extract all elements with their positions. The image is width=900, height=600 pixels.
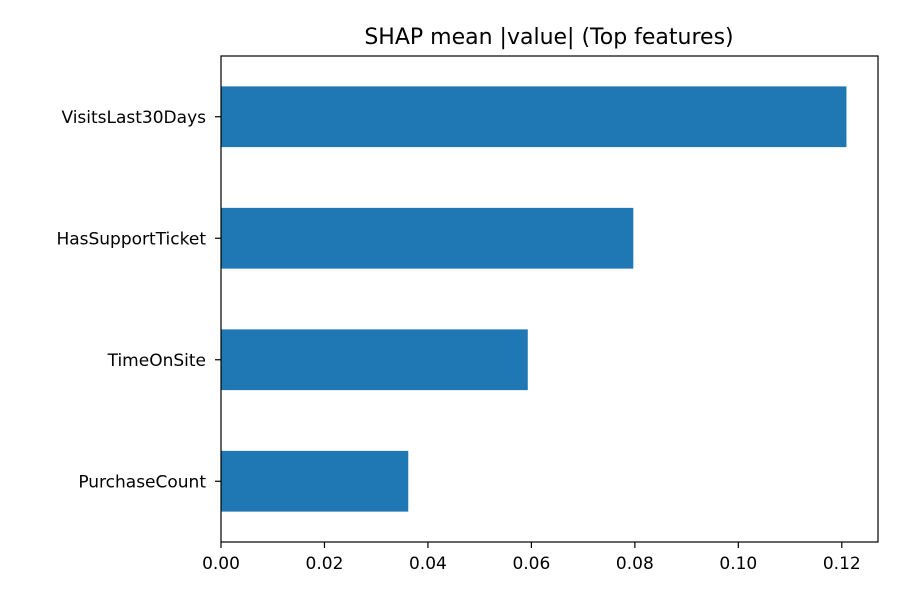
bar-PurchaseCount (221, 450, 409, 512)
y-tick-label: PurchaseCount (78, 472, 206, 492)
x-tick-label: 0.02 (306, 554, 344, 574)
x-tick-label: 0.12 (823, 554, 861, 574)
plot-frame (220, 55, 879, 543)
y-tick-label: TimeOnSite (107, 351, 206, 371)
x-tick-label: 0.00 (202, 554, 240, 574)
x-tick-label: 0.04 (409, 554, 447, 574)
x-tick-label: 0.06 (512, 554, 550, 574)
chart-title: SHAP mean |value| (Top features) (364, 25, 733, 50)
x-axis-ticks: 0.00 0.02 0.04 0.06 0.08 0.10 0.12 (202, 542, 861, 574)
x-tick-label: 0.08 (616, 554, 654, 574)
y-tick-label: VisitsLast30Days (61, 108, 206, 128)
bar-HasSupportTicket (221, 207, 634, 269)
y-tick-label: HasSupportTicket (56, 229, 206, 249)
bars-layer (221, 86, 847, 512)
bar-VisitsLast30Days (221, 86, 847, 148)
y-axis-ticks: PurchaseCount TimeOnSite HasSupportTicket V… (56, 108, 221, 492)
bar-TimeOnSite (221, 329, 528, 391)
x-tick-label: 0.10 (719, 554, 757, 574)
